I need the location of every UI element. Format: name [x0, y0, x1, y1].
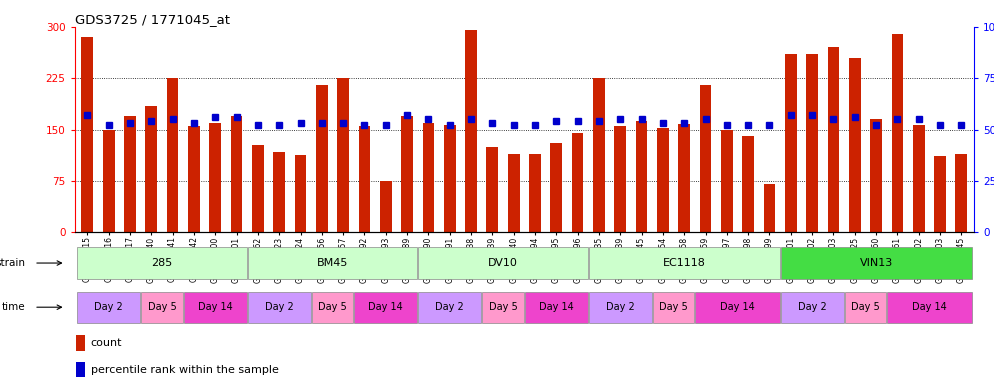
Bar: [359, 126, 371, 232]
Bar: [695, 292, 779, 323]
Bar: [743, 136, 754, 232]
Bar: [78, 292, 140, 323]
Text: Day 5: Day 5: [851, 302, 880, 312]
Bar: [678, 124, 690, 232]
Text: EC1118: EC1118: [663, 258, 706, 268]
Text: Day 2: Day 2: [798, 302, 826, 312]
Bar: [657, 128, 669, 232]
Bar: [77, 335, 85, 351]
Text: Day 5: Day 5: [147, 302, 176, 312]
Bar: [77, 362, 85, 377]
Bar: [912, 125, 924, 232]
Bar: [380, 181, 392, 232]
Bar: [529, 154, 541, 232]
Text: BM45: BM45: [317, 258, 348, 268]
Text: 285: 285: [151, 258, 173, 268]
Bar: [141, 292, 183, 323]
Bar: [184, 292, 247, 323]
Bar: [845, 292, 887, 323]
Bar: [78, 248, 247, 279]
Text: Day 14: Day 14: [539, 302, 574, 312]
Bar: [849, 58, 861, 232]
Bar: [588, 292, 652, 323]
Bar: [444, 125, 455, 232]
Bar: [888, 292, 971, 323]
Bar: [145, 106, 157, 232]
Text: strain: strain: [0, 258, 25, 268]
Text: Day 14: Day 14: [198, 302, 233, 312]
Text: GDS3725 / 1771045_at: GDS3725 / 1771045_at: [75, 13, 230, 26]
Bar: [588, 248, 779, 279]
Bar: [167, 78, 179, 232]
Bar: [248, 248, 417, 279]
Bar: [418, 248, 587, 279]
Bar: [418, 292, 481, 323]
Text: Day 14: Day 14: [369, 302, 404, 312]
Bar: [210, 123, 221, 232]
Text: VIN13: VIN13: [860, 258, 893, 268]
Bar: [870, 119, 882, 232]
Bar: [354, 292, 417, 323]
Text: Day 2: Day 2: [94, 302, 123, 312]
Bar: [82, 37, 93, 232]
Bar: [231, 116, 243, 232]
Bar: [124, 116, 136, 232]
Bar: [316, 85, 328, 232]
Bar: [525, 292, 587, 323]
Bar: [934, 156, 946, 232]
Bar: [422, 123, 434, 232]
Bar: [465, 30, 477, 232]
Text: Day 2: Day 2: [435, 302, 464, 312]
Bar: [252, 145, 263, 232]
Bar: [763, 184, 775, 232]
Bar: [273, 152, 285, 232]
Bar: [337, 78, 349, 232]
Text: Day 5: Day 5: [659, 302, 688, 312]
Text: Day 14: Day 14: [911, 302, 946, 312]
Text: time: time: [1, 302, 25, 312]
Bar: [593, 78, 604, 232]
Bar: [785, 54, 796, 232]
Bar: [294, 155, 306, 232]
Text: Day 2: Day 2: [264, 302, 293, 312]
Bar: [955, 154, 967, 232]
Bar: [188, 126, 200, 232]
Text: percentile rank within the sample: percentile rank within the sample: [90, 364, 278, 374]
Bar: [780, 292, 844, 323]
Text: Day 14: Day 14: [720, 302, 754, 312]
Text: count: count: [90, 338, 122, 348]
Bar: [614, 126, 626, 232]
Bar: [402, 116, 413, 232]
Bar: [508, 154, 520, 232]
Bar: [551, 143, 563, 232]
Text: Day 5: Day 5: [318, 302, 347, 312]
Bar: [486, 147, 498, 232]
Text: Day 5: Day 5: [489, 302, 518, 312]
Bar: [700, 85, 712, 232]
Text: DV10: DV10: [488, 258, 518, 268]
Bar: [721, 129, 733, 232]
Bar: [806, 54, 818, 232]
Bar: [248, 292, 311, 323]
Text: Day 2: Day 2: [606, 302, 634, 312]
Bar: [780, 248, 971, 279]
Bar: [102, 129, 114, 232]
Bar: [653, 292, 695, 323]
Bar: [636, 121, 647, 232]
Bar: [572, 133, 583, 232]
Bar: [828, 47, 839, 232]
Bar: [482, 292, 524, 323]
Bar: [311, 292, 354, 323]
Bar: [892, 34, 904, 232]
